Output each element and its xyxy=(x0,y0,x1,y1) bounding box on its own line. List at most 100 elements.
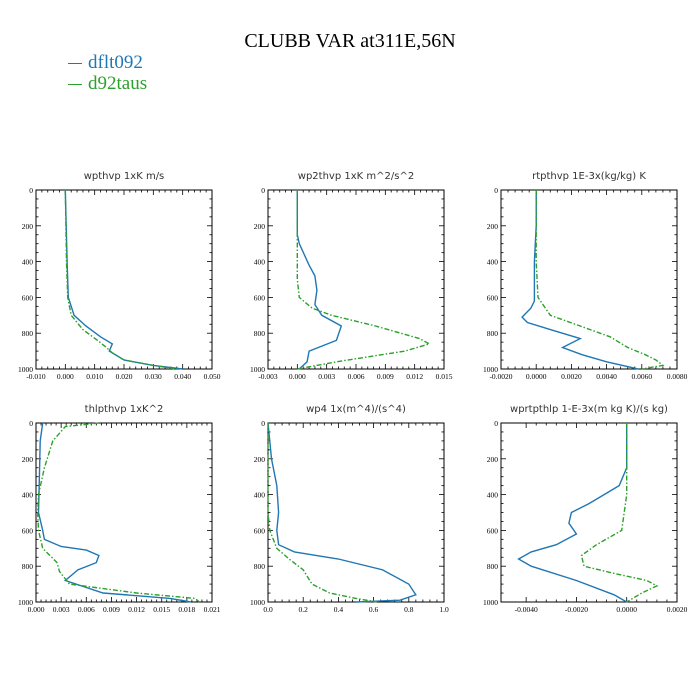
panel-3-ytick-label: 0 xyxy=(494,186,498,195)
panel-3-xtick-label: 0.0040 xyxy=(596,372,617,381)
panel-5-ytick-label: 800 xyxy=(254,562,266,571)
panel-4-series-d92taus xyxy=(36,422,200,603)
panel-6-series-d92taus xyxy=(580,423,659,603)
legend-label-dflt092: dflt092 xyxy=(88,52,143,73)
panel-4-xtick-label: 0.018 xyxy=(178,605,195,614)
legend-entry-dflt092: dflt092 xyxy=(68,52,143,74)
panel-6-ytick-label: 200 xyxy=(487,455,499,464)
panel-3-xtick-label: -0.0020 xyxy=(489,372,512,381)
panel-3-ytick-label: 600 xyxy=(487,293,499,302)
panel-4-xtick-label: 0.015 xyxy=(153,605,170,614)
legend-line-d92taus xyxy=(68,83,82,85)
panel-2-ytick-label: 600 xyxy=(254,293,266,302)
panel-3-series-d92taus xyxy=(535,190,665,370)
panel-4-ytick-label: 200 xyxy=(22,455,34,464)
panel-1-ytick-label: 400 xyxy=(22,258,34,267)
panel-3-ytick-label: 800 xyxy=(487,329,499,338)
panel-2-xtick-label: 0.000 xyxy=(289,372,306,381)
panel-4-title: thlpthvp 1xK^2 xyxy=(85,404,164,415)
panel-1-xtick-label: 0.030 xyxy=(145,372,162,381)
panel-1-ytick-label: 1000 xyxy=(18,365,33,374)
panel-5-xtick-label: 0.0 xyxy=(263,605,273,614)
legend-line-dflt092 xyxy=(68,62,82,64)
panel-2-xtick-label: 0.015 xyxy=(436,372,453,381)
panel-5-series-d92taus xyxy=(267,423,378,603)
panel-5-xtick-label: 0.8 xyxy=(404,605,414,614)
panel-4-xtick-label: 0.021 xyxy=(204,605,221,614)
panel-3-title: rtpthvp 1E-3x(kg/kg) K xyxy=(532,171,646,182)
panel-4-series-dflt092 xyxy=(37,422,192,603)
panel-5-ytick-label: 200 xyxy=(254,455,266,464)
panel-5-ytick-label: 400 xyxy=(254,491,266,500)
panel-3-ytick-label: 200 xyxy=(487,222,499,231)
panel-5-xtick-label: 0.6 xyxy=(369,605,379,614)
panel-3-xtick-label: 0.0060 xyxy=(631,372,652,381)
panel-1-xtick-label: 0.040 xyxy=(174,372,191,381)
panel-4-ytick-label: 800 xyxy=(22,562,34,571)
panel-1-xtick-label: 0.000 xyxy=(57,372,74,381)
panel-2-xtick-label: 0.003 xyxy=(318,372,335,381)
panel-1-xtick-label: 0.020 xyxy=(116,372,133,381)
panel-6-xtick-label: -0.0040 xyxy=(515,605,538,614)
panel-5-series-dflt092 xyxy=(267,422,417,603)
panel-2-frame xyxy=(267,189,445,370)
panel-1-ytick-label: 0 xyxy=(29,186,33,195)
panel-1-xtick-label: -0.010 xyxy=(26,372,46,381)
panel-2-series-dflt092 xyxy=(296,190,343,370)
panel-6-ytick-label: 600 xyxy=(487,526,499,535)
panel-2-series-d92taus xyxy=(296,190,432,370)
panel-4-xtick-label: 0.009 xyxy=(103,605,120,614)
panel-4-xtick-label: 0.003 xyxy=(53,605,70,614)
panel-3-ytick-label: 1000 xyxy=(483,365,498,374)
panel-5-ytick-label: 1000 xyxy=(250,598,265,607)
panel-1-frame xyxy=(35,189,213,370)
legend-label-d92taus: d92taus xyxy=(88,73,148,94)
panel-2-xtick-label: 0.012 xyxy=(406,372,423,381)
panel-3-xtick-label: 0.0080 xyxy=(667,372,688,381)
panel-6-ytick-label: 400 xyxy=(487,491,499,500)
panel-2-ytick-label: 800 xyxy=(254,329,266,338)
panel-1-series-dflt092 xyxy=(64,189,183,370)
panel-4-ytick-label: 600 xyxy=(22,526,34,535)
panel-5-xtick-label: 0.2 xyxy=(299,605,309,614)
panel-4-xtick-label: 0.000 xyxy=(28,605,45,614)
panel-1-xtick-label: 0.050 xyxy=(204,372,221,381)
panel-3-frame xyxy=(500,189,678,370)
panel-2-xtick-label: 0.009 xyxy=(377,372,394,381)
panel-5-ytick-label: 600 xyxy=(254,526,266,535)
panel-3-ytick-label: 400 xyxy=(487,258,499,267)
panel-4-ytick-label: 400 xyxy=(22,491,34,500)
panel-5-title: wp4 1x(m^4)/(s^4) xyxy=(306,404,406,415)
panel-2-xtick-label: 0.006 xyxy=(348,372,365,381)
legend-entry-d92taus: d92taus xyxy=(68,73,147,95)
panel-6-xtick-label: 0.0000 xyxy=(616,605,637,614)
panel-3-xtick-label: 0.0000 xyxy=(526,372,547,381)
panel-4-ytick-label: 1000 xyxy=(18,598,33,607)
panel-2-ytick-label: 400 xyxy=(254,258,266,267)
panel-3-xtick-label: 0.0020 xyxy=(561,372,582,381)
panel-6-xtick-label: -0.0020 xyxy=(565,605,588,614)
panel-1-title: wpthvp 1xK m/s xyxy=(84,171,165,182)
panel-5-xtick-label: 0.4 xyxy=(334,605,344,614)
panel-5-ytick-label: 0 xyxy=(261,419,265,428)
panel-2-ytick-label: 200 xyxy=(254,222,266,231)
panel-6-ytick-label: 800 xyxy=(487,562,499,571)
panel-2-ytick-label: 0 xyxy=(261,186,265,195)
panel-6-ytick-label: 0 xyxy=(494,419,498,428)
panel-5-frame xyxy=(267,422,445,603)
panel-4-xtick-label: 0.006 xyxy=(78,605,95,614)
panel-2-xtick-label: -0.003 xyxy=(258,372,278,381)
panel-6-xtick-label: 0.0020 xyxy=(667,605,688,614)
panel-6-ytick-label: 1000 xyxy=(483,598,498,607)
panel-1-ytick-label: 200 xyxy=(22,222,34,231)
panel-5-xtick-label: 1.0 xyxy=(439,605,449,614)
panel-1-ytick-label: 800 xyxy=(22,329,34,338)
figure-title: CLUBB VAR at311E,56N xyxy=(244,30,456,52)
panel-4-xtick-label: 0.012 xyxy=(128,605,145,614)
panel-4-ytick-label: 0 xyxy=(29,419,33,428)
panel-6-series-dflt092 xyxy=(517,423,628,603)
panel-1-series-d92taus xyxy=(64,189,177,370)
panel-1-xtick-label: 0.010 xyxy=(86,372,103,381)
